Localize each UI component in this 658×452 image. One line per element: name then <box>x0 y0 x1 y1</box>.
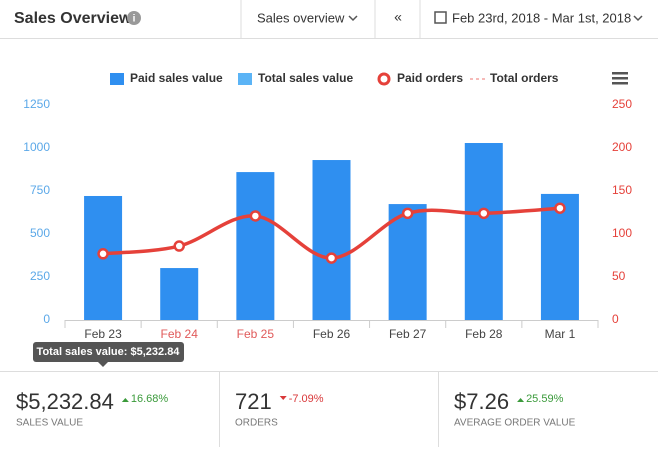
x-tick-label: Feb 25 <box>237 327 275 341</box>
caret <box>348 15 358 22</box>
y-tick-label: 1000 <box>23 140 50 154</box>
collapse-button[interactable]: « <box>394 9 402 25</box>
bar <box>388 204 427 320</box>
y2-tick-label: 150 <box>612 183 632 197</box>
y2-tick-label: 50 <box>612 269 626 283</box>
y-tick-label: 500 <box>30 226 50 240</box>
x-tick-label: Mar 1 <box>545 327 576 341</box>
line-marker <box>478 207 490 220</box>
stat-change: 25.59% <box>526 393 564 405</box>
legend-swatch <box>110 73 124 85</box>
line-marker <box>97 248 109 260</box>
stat-label: ORDERS <box>235 418 278 429</box>
date-range[interactable]: Feb 23rd, 2018 - Mar 1st, 2018 <box>452 10 631 25</box>
change-arrow <box>121 398 129 402</box>
legend-swatch <box>238 73 252 85</box>
y-tick-label: 250 <box>30 269 50 283</box>
y-tick-label: 750 <box>30 183 50 197</box>
tooltip-text: Total sales value: $5,232.84 <box>37 346 181 358</box>
change-arrow <box>517 398 525 402</box>
y2-tick-label: 250 <box>612 97 632 111</box>
bar <box>540 193 579 320</box>
info-icon[interactable] <box>127 11 141 25</box>
title: Sales Overview <box>14 10 132 27</box>
tooltip-pointer <box>98 362 108 367</box>
legend-label: Total orders <box>490 71 559 85</box>
calendar-icon <box>434 11 447 24</box>
line-marker <box>401 207 414 220</box>
stat-label: SALES VALUE <box>16 418 83 429</box>
y-tick-label: 1250 <box>23 97 50 111</box>
legend-swatch <box>377 72 391 86</box>
stat-value: $7.26 <box>454 389 509 414</box>
line-marker <box>325 252 338 264</box>
x-tick-label: Feb 23 <box>84 327 122 341</box>
caret <box>633 15 643 22</box>
legend-label: Total sales value <box>258 71 353 85</box>
stat-change: -7.09% <box>289 393 324 405</box>
menu-bar <box>612 77 628 80</box>
bar <box>312 160 351 320</box>
line-marker <box>173 240 185 252</box>
legend-label: Paid orders <box>397 71 463 85</box>
bar <box>160 268 199 320</box>
change-arrow <box>279 396 287 400</box>
menu-bar <box>612 82 628 85</box>
menu-bar <box>612 72 628 75</box>
bar <box>464 143 503 320</box>
y-tick-label: 0 <box>43 312 50 326</box>
menu-icon[interactable] <box>612 72 628 85</box>
tooltip <box>33 342 184 362</box>
stat-label: AVERAGE ORDER VALUE <box>454 418 576 429</box>
bar <box>236 172 275 320</box>
legend-label: Paid sales value <box>130 71 223 85</box>
line-marker <box>249 210 262 222</box>
x-tick-label: Feb 28 <box>465 327 503 341</box>
stat-value: $5,232.84 <box>16 389 114 414</box>
x-tick-label: Feb 26 <box>313 327 351 341</box>
y2-tick-label: 0 <box>612 312 619 326</box>
x-tick-label: Feb 24 <box>161 327 199 341</box>
dropdown[interactable]: Sales overview <box>257 10 345 25</box>
stat-value: 721 <box>235 389 272 414</box>
y2-tick-label: 100 <box>612 226 632 240</box>
info-glyph: i <box>133 14 136 25</box>
line-marker <box>554 202 566 214</box>
stat-change: 16.68% <box>131 393 169 405</box>
y2-tick-label: 200 <box>612 140 632 154</box>
x-tick-label: Feb 27 <box>389 327 427 341</box>
